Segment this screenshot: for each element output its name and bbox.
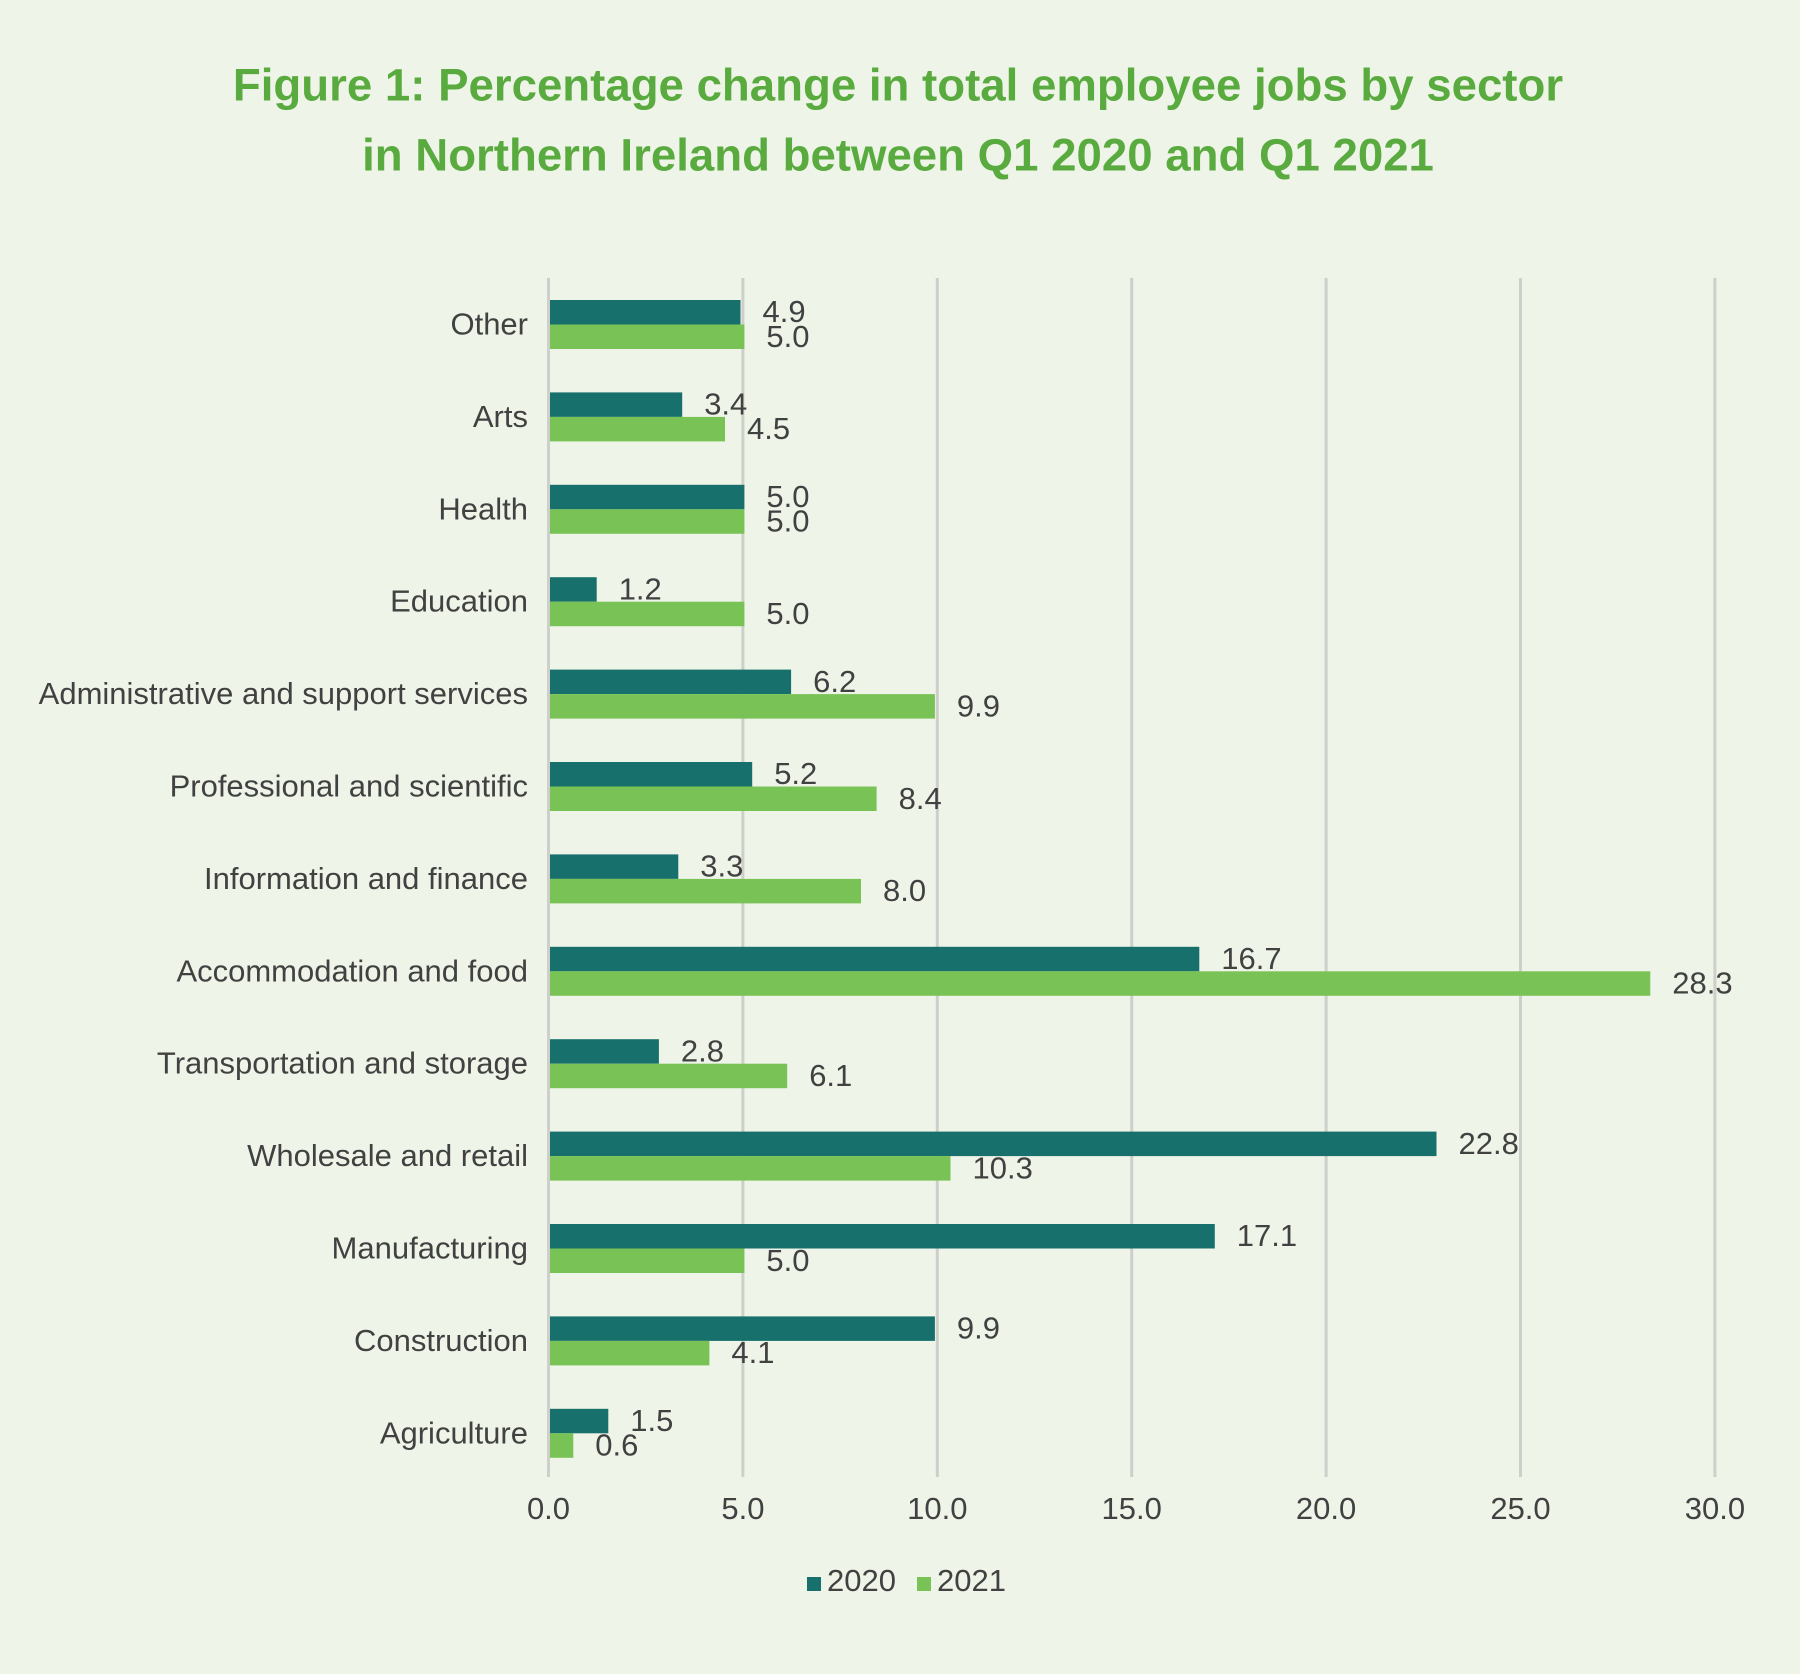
svg-text:2021: 2021 xyxy=(937,1563,1006,1598)
svg-text:Agriculture: Agriculture xyxy=(380,1415,528,1450)
svg-text:20.0: 20.0 xyxy=(1296,1491,1356,1526)
svg-text:Figure 1: Percentage change in: Figure 1: Percentage change in total emp… xyxy=(233,60,1563,111)
svg-text:Health: Health xyxy=(438,491,528,526)
svg-text:28.3: 28.3 xyxy=(1672,966,1732,1001)
svg-text:3.4: 3.4 xyxy=(704,387,747,422)
svg-text:Construction: Construction xyxy=(354,1323,528,1358)
svg-text:10.3: 10.3 xyxy=(973,1150,1033,1185)
svg-text:22.8: 22.8 xyxy=(1459,1126,1519,1161)
svg-text:Information and finance: Information and finance xyxy=(204,861,528,896)
svg-text:Manufacturing: Manufacturing xyxy=(332,1231,528,1266)
svg-text:Transportation and storage: Transportation and storage xyxy=(157,1046,528,1081)
svg-text:4.1: 4.1 xyxy=(731,1335,774,1370)
svg-text:16.7: 16.7 xyxy=(1221,941,1281,976)
svg-text:10.0: 10.0 xyxy=(907,1491,967,1526)
svg-text:9.9: 9.9 xyxy=(957,1311,1000,1346)
svg-text:30.0: 30.0 xyxy=(1685,1491,1745,1526)
svg-text:9.9: 9.9 xyxy=(957,688,1000,723)
svg-text:Other: Other xyxy=(450,307,528,342)
svg-text:2020: 2020 xyxy=(827,1563,896,1598)
svg-text:0.6: 0.6 xyxy=(595,1428,638,1463)
svg-text:5.0: 5.0 xyxy=(766,504,809,539)
svg-text:5.0: 5.0 xyxy=(766,1243,809,1278)
svg-text:2.8: 2.8 xyxy=(681,1034,724,1069)
svg-text:Administrative and support ser: Administrative and support services xyxy=(39,676,528,711)
svg-text:1.5: 1.5 xyxy=(630,1403,673,1438)
svg-text:Wholesale and retail: Wholesale and retail xyxy=(247,1138,528,1173)
svg-text:15.0: 15.0 xyxy=(1102,1491,1162,1526)
svg-text:Accommodation and food: Accommodation and food xyxy=(176,953,528,988)
svg-text:Education: Education xyxy=(390,584,528,619)
svg-text:5.0: 5.0 xyxy=(766,479,809,514)
svg-text:3.3: 3.3 xyxy=(700,849,743,884)
svg-text:8.0: 8.0 xyxy=(883,873,926,908)
svg-text:5.0: 5.0 xyxy=(766,319,809,354)
svg-text:5.2: 5.2 xyxy=(774,756,817,791)
svg-text:25.0: 25.0 xyxy=(1490,1491,1550,1526)
svg-text:4.9: 4.9 xyxy=(763,294,806,329)
svg-text:5.0: 5.0 xyxy=(766,596,809,631)
svg-text:Arts: Arts xyxy=(473,399,528,434)
svg-text:Professional and scientific: Professional and scientific xyxy=(170,769,528,804)
svg-text:8.4: 8.4 xyxy=(899,781,942,816)
svg-text:4.5: 4.5 xyxy=(747,411,790,446)
svg-text:0.0: 0.0 xyxy=(527,1491,570,1526)
svg-text:6.1: 6.1 xyxy=(809,1058,852,1093)
svg-text:17.1: 17.1 xyxy=(1237,1218,1297,1253)
svg-text:5.0: 5.0 xyxy=(721,1491,764,1526)
svg-text:in Northern Ireland between Q1: in Northern Ireland between Q1 2020 and … xyxy=(362,130,1434,181)
svg-text:6.2: 6.2 xyxy=(813,664,856,699)
svg-text:1.2: 1.2 xyxy=(619,572,662,607)
